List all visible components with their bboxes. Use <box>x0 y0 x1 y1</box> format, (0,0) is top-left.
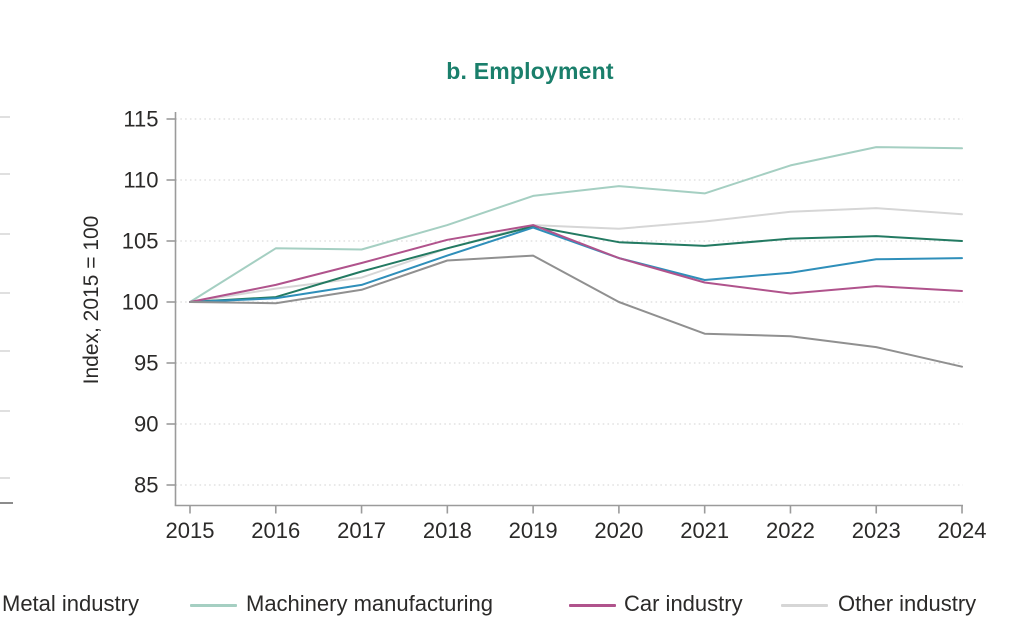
series-line-metal-industry <box>189 225 963 303</box>
left-edge-axis-remnant <box>0 502 13 504</box>
x-tick-label-2021: 2021 <box>680 518 729 543</box>
left-edge-gridline-remnant <box>0 350 10 352</box>
series-line-other-industry <box>189 207 963 303</box>
legend-swatch-machinery-manufacturing <box>190 604 237 607</box>
left-edge-gridline-remnant <box>0 173 10 175</box>
x-tick-label-2017: 2017 <box>337 518 386 543</box>
x-tick-label-2019: 2019 <box>509 518 558 543</box>
y-tick-label-95: 95 <box>134 351 158 376</box>
y-tick-label-100: 100 <box>122 290 159 315</box>
series-line-unlabeled-dark-gray-series <box>189 254 963 368</box>
chart-legend: Metal industry Machinery manufacturing Car… <box>0 588 1024 628</box>
left-edge-gridline-remnant <box>0 292 10 294</box>
legend-label-metal-industry: Metal industry <box>2 591 139 616</box>
x-tick-label-2023: 2023 <box>852 518 901 543</box>
x-tick-label-2024: 2024 <box>938 518 987 543</box>
series-line-machinery-manufacturing <box>189 146 963 303</box>
x-tick-label-2020: 2020 <box>594 518 643 543</box>
chart-plot-area: 85 90 95 100 105 110 115 2015 2016 2017 2018 2019 20… <box>122 107 987 544</box>
left-edge-gridline-remnant <box>0 477 10 479</box>
y-tick-label-90: 90 <box>134 412 158 437</box>
y-tick-label-85: 85 <box>134 473 158 498</box>
y-tick-label-110: 110 <box>123 168 158 193</box>
left-edge-gridline-remnant <box>0 233 10 235</box>
legend-swatch-other-industry <box>781 604 828 607</box>
series-line-car-industry <box>189 224 963 303</box>
y-tick-label-105: 105 <box>122 229 159 254</box>
series-line-unlabeled-blue-series <box>189 226 963 303</box>
legend-label-machinery-manufacturing: Machinery manufacturing <box>246 591 494 616</box>
left-edge-gridline-remnant <box>0 116 10 118</box>
legend-label-car-industry: Car industry <box>624 591 743 616</box>
x-tick-label-2015: 2015 <box>166 518 215 543</box>
chart-title: b. Employment <box>446 58 614 84</box>
y-tick-label-115: 115 <box>123 107 158 132</box>
x-tick-label-2016: 2016 <box>251 518 300 543</box>
x-tick-label-2018: 2018 <box>423 518 472 543</box>
x-tick-label-2022: 2022 <box>766 518 815 543</box>
left-edge-gridline-remnant <box>0 410 10 412</box>
legend-swatch-car-industry <box>569 604 616 607</box>
legend-label-other-industry: Other industry <box>838 591 977 616</box>
